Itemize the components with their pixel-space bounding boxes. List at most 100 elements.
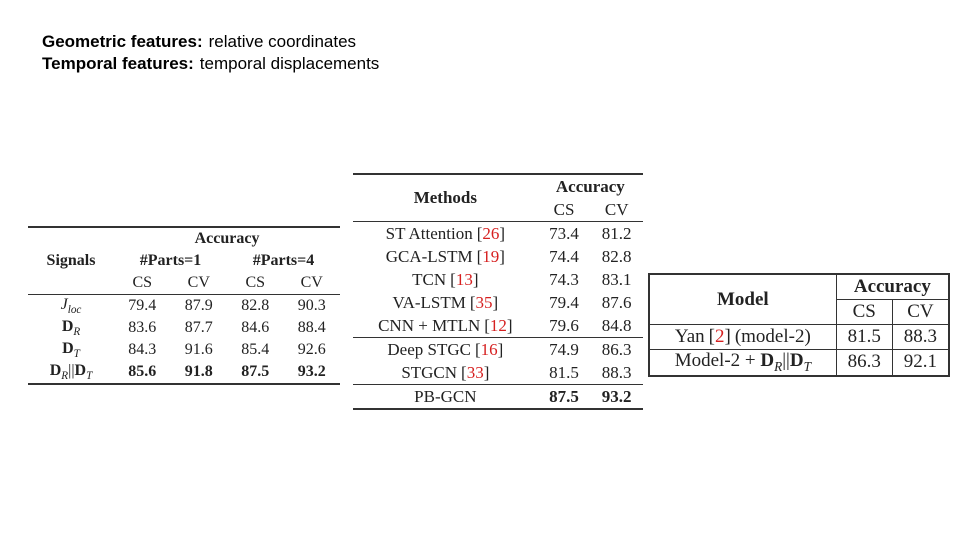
value: 92.1	[903, 351, 938, 373]
header-row: Model Accuracy	[648, 273, 950, 325]
cell: Accuracy	[538, 174, 643, 198]
signals-table: Accuracy Signals #Parts=1 #Parts=4 CS CV CS CV J…	[28, 226, 340, 385]
cell: Accuracy	[835, 273, 950, 300]
cell: 83.1	[590, 268, 643, 291]
method-name: TCN	[412, 269, 447, 289]
cell: 74.3	[538, 268, 591, 291]
data-row: Yan [2] (model-2) 81.5 88.3	[648, 324, 950, 350]
data-row: Model-2 + DR||DT 86.3 92.1	[648, 348, 950, 377]
citation: 16	[480, 339, 498, 359]
cell: 82.8	[227, 294, 284, 317]
cell: Methods	[353, 174, 538, 222]
label-part: D	[49, 361, 62, 379]
bracket: ]	[492, 292, 499, 312]
value: 83.6	[128, 319, 157, 336]
header: CV	[907, 301, 934, 322]
method-name: Deep STGC	[387, 339, 471, 359]
header: CV	[300, 274, 323, 291]
label-subscript: R	[73, 326, 81, 339]
data-row: STGCN [33] 81.5 88.3	[353, 361, 643, 385]
cell: Deep STGC [16]	[353, 337, 538, 361]
bracket: [	[450, 269, 456, 289]
bracket: [	[474, 339, 481, 359]
data-row: DR||DT 85.6 91.8 87.5 93.2	[28, 361, 340, 384]
label-subscript: loc	[67, 304, 82, 317]
value: 85.6	[128, 363, 157, 380]
cell: CV	[283, 272, 340, 295]
citation: 35	[475, 292, 493, 312]
data-row: PB-GCN 87.5 93.2	[353, 384, 643, 409]
cell: 81.2	[590, 221, 643, 245]
citation: 12	[489, 315, 507, 335]
value: 74.4	[549, 246, 579, 266]
cell: CS	[114, 272, 170, 295]
bracket: [	[469, 292, 476, 312]
cell: Jloc	[28, 294, 115, 317]
value: 93.2	[601, 386, 632, 406]
slide-line: Temporal features: temporal displacements	[42, 53, 379, 75]
value: 88.3	[601, 362, 632, 382]
label-part: D	[760, 350, 775, 371]
method-name: GCA-LSTM	[385, 246, 473, 266]
label-part: Model-2 +	[674, 350, 761, 371]
value: 90.3	[297, 297, 326, 314]
label-part: D	[61, 317, 74, 335]
label-part: D	[62, 339, 74, 357]
cell: 79.4	[538, 291, 591, 314]
cell: DR	[28, 317, 114, 339]
cell: 84.6	[227, 317, 283, 339]
feature-text: temporal displacements	[199, 54, 380, 73]
cell: 93.2	[283, 361, 340, 384]
header: CS	[132, 274, 153, 291]
bracket: ]	[499, 246, 505, 266]
bracket: ]	[483, 362, 490, 382]
value: 81.5	[847, 326, 881, 347]
cell: #Parts=1	[114, 250, 227, 272]
value: 74.9	[549, 339, 579, 359]
data-row: Deep STGC [16] 74.9 86.3	[353, 337, 643, 361]
header-row: Accuracy	[28, 227, 340, 250]
cell: 91.8	[171, 361, 227, 384]
data-row: Jloc 79.4 87.9 82.8 90.3	[28, 294, 340, 317]
cell: 74.9	[537, 337, 591, 361]
method-name: STGCN	[401, 362, 458, 382]
header: Signals	[46, 252, 96, 269]
cell: Model-2 + DR||DT	[648, 348, 837, 377]
feature-label: Geometric features:	[42, 32, 203, 51]
label-subscript: T	[86, 370, 93, 383]
cell: CS	[538, 198, 591, 222]
bracket: [	[476, 246, 483, 266]
header-row: Signals #Parts=1 #Parts=4	[28, 250, 340, 272]
cell: 92.6	[283, 339, 340, 361]
data-row: CNN + MTLN [12] 79.6 84.8	[353, 314, 643, 338]
header: CS	[852, 301, 876, 322]
cell	[28, 272, 114, 295]
header-row: Methods Accuracy	[353, 174, 643, 208]
value: 79.6	[549, 315, 579, 335]
header: Accuracy	[194, 230, 260, 247]
methods-table: Methods Accuracy CS CV ST Attention [26] 73.4 8…	[353, 173, 643, 410]
cell: 73.4	[537, 221, 591, 245]
cell: 79.4	[114, 294, 171, 317]
cell: DR||DT	[28, 361, 114, 384]
cell: CV	[891, 299, 950, 325]
header: Accuracy	[853, 276, 931, 297]
data-row: DR 83.6 87.7 84.6 88.4	[28, 317, 340, 339]
value: 82.8	[241, 297, 270, 314]
value: 87.5	[549, 386, 579, 406]
cell: 87.6	[590, 291, 643, 314]
cell: Yan [2] (model-2)	[648, 324, 837, 350]
cell: 87.5	[227, 361, 283, 384]
cell: 86.3	[590, 337, 643, 361]
value: 87.5	[241, 363, 270, 380]
value: 79.4	[128, 297, 157, 314]
label-subscript: R	[774, 358, 783, 374]
cell: 88.3	[891, 324, 950, 350]
cell: CS	[227, 272, 283, 295]
bracket: ]	[497, 339, 504, 359]
cell: Accuracy	[114, 227, 340, 250]
cell: 84.8	[590, 314, 643, 338]
value: 73.4	[549, 223, 579, 243]
label-part: D	[789, 350, 804, 371]
label-part: J	[60, 295, 68, 313]
